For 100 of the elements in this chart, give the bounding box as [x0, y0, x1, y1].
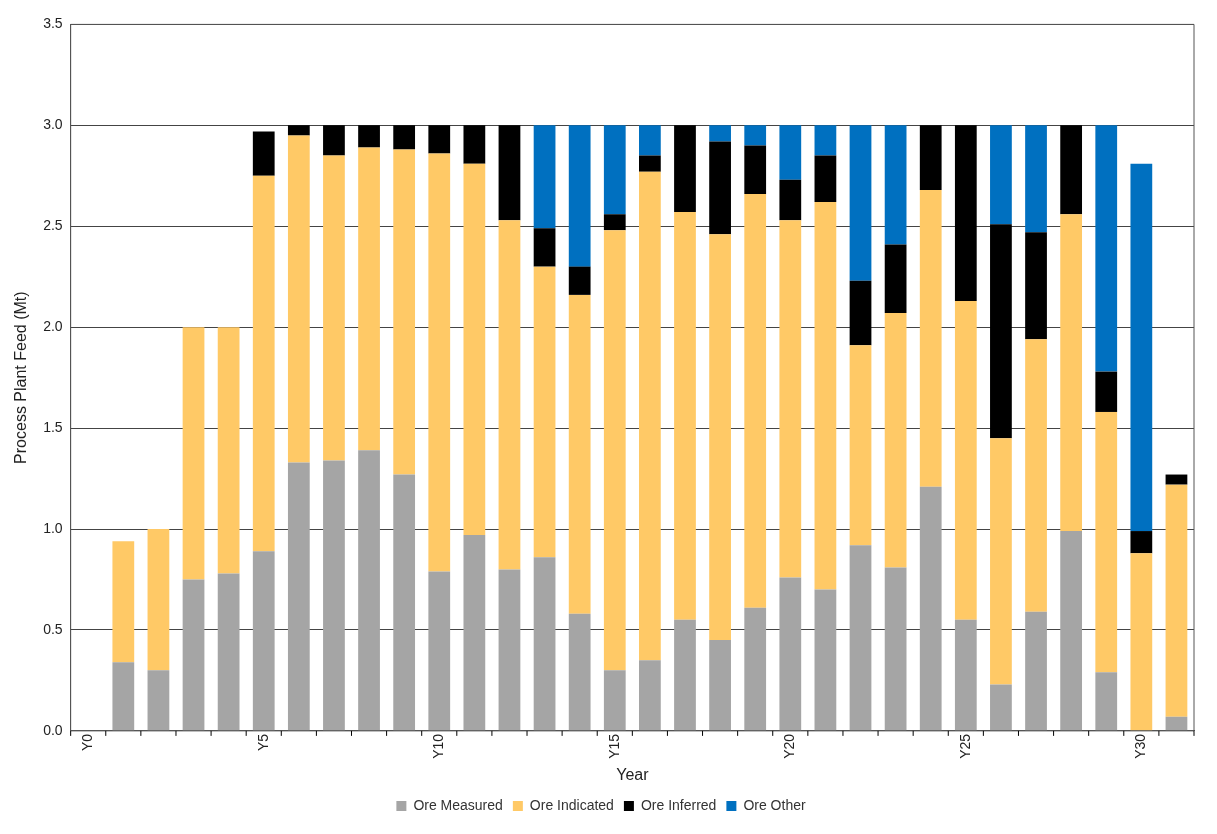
bar — [919, 189, 942, 487]
bar — [182, 327, 205, 580]
bar — [252, 131, 275, 176]
y-tick-label: 0.5 — [43, 620, 63, 637]
y-tick-label: 2.5 — [43, 217, 63, 234]
bar — [1025, 125, 1047, 233]
bar — [603, 125, 626, 215]
bar — [849, 125, 872, 281]
x-tick-label: Y0 — [79, 733, 96, 752]
bar — [674, 125, 696, 213]
bar — [639, 125, 661, 156]
bar — [744, 607, 767, 731]
bar — [112, 662, 135, 731]
bar — [217, 573, 240, 731]
bar — [252, 175, 275, 552]
x-tick-label: Y30 — [1132, 733, 1149, 759]
bar — [358, 450, 380, 731]
x-tick-label: Y25 — [956, 733, 973, 759]
bar — [954, 300, 977, 620]
y-tick-label: 2.0 — [43, 318, 63, 335]
bar — [1060, 531, 1083, 731]
bar — [358, 147, 380, 451]
y-tick-label: 3.0 — [43, 116, 63, 133]
bar — [1095, 371, 1118, 412]
bar — [533, 557, 556, 731]
bar — [428, 153, 451, 572]
bar — [1025, 611, 1047, 731]
bar — [884, 125, 907, 245]
bar — [1025, 232, 1047, 340]
bar — [428, 571, 451, 731]
bar — [814, 125, 837, 156]
bar — [498, 125, 521, 221]
bar — [779, 577, 802, 731]
bar — [849, 345, 872, 546]
bar — [674, 212, 696, 620]
bar — [779, 179, 802, 221]
bar — [498, 569, 521, 731]
bar — [533, 228, 556, 267]
bar — [709, 234, 731, 641]
bar — [674, 619, 696, 731]
bar — [884, 244, 907, 314]
bar — [849, 545, 872, 731]
bar — [919, 486, 942, 731]
y-tick-label: 1.5 — [43, 418, 63, 435]
bar — [779, 125, 802, 180]
bar — [990, 125, 1012, 225]
bar — [1165, 716, 1188, 731]
legend-label: Ore Inferred — [640, 796, 717, 813]
bar — [814, 202, 837, 590]
bar — [1130, 531, 1153, 554]
bar — [884, 567, 907, 731]
bar — [779, 220, 802, 578]
bar — [287, 462, 310, 731]
bar — [182, 579, 205, 731]
bar — [323, 155, 345, 461]
bar — [287, 135, 310, 463]
bar — [428, 125, 451, 154]
bar — [498, 220, 521, 570]
bar — [323, 460, 345, 731]
bar — [1060, 214, 1083, 532]
bar — [990, 438, 1012, 685]
bar — [1165, 484, 1188, 717]
bar — [1060, 125, 1083, 215]
bar — [533, 266, 556, 558]
bar — [603, 670, 626, 731]
x-axis-title: Year — [616, 765, 650, 783]
bar — [919, 125, 942, 190]
bar — [463, 125, 486, 164]
bar — [990, 684, 1012, 731]
bar — [639, 660, 661, 731]
bar — [1025, 339, 1047, 612]
bar — [744, 193, 767, 608]
bar — [358, 125, 380, 148]
bar — [1095, 672, 1118, 731]
bar — [603, 230, 626, 671]
bar — [709, 125, 731, 142]
bar — [990, 224, 1012, 439]
bar — [533, 125, 556, 229]
bar — [393, 125, 416, 150]
bar — [639, 155, 661, 172]
bar — [884, 313, 907, 568]
x-tick-label: Y20 — [781, 733, 798, 759]
legend-label: Ore Other — [743, 796, 806, 813]
bar — [568, 294, 591, 614]
legend-label: Ore Indicated — [529, 796, 614, 813]
bar — [568, 613, 591, 731]
bar — [954, 125, 977, 301]
bar — [814, 155, 837, 203]
bar — [814, 589, 837, 731]
bar — [323, 125, 345, 156]
bar — [1130, 553, 1153, 731]
bar — [849, 280, 872, 346]
bar — [639, 171, 661, 661]
y-tick-label: 0.0 — [43, 721, 63, 738]
bar — [287, 125, 310, 136]
bar — [463, 163, 486, 536]
bar — [709, 141, 731, 235]
legend-label: Ore Measured — [413, 796, 503, 813]
bar — [252, 551, 275, 731]
y-axis-title: Process Plant Feed (Mt) — [12, 291, 30, 464]
